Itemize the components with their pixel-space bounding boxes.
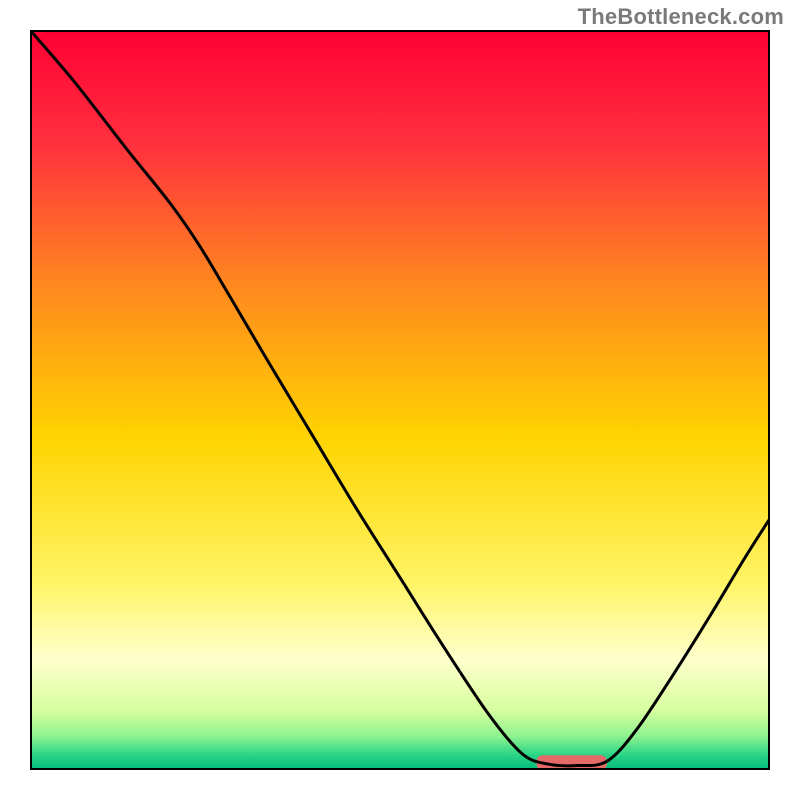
plot-svg — [30, 30, 770, 770]
chart-container: TheBottleneck.com — [0, 0, 800, 800]
plot-background-gradient — [30, 30, 770, 770]
watermark-text: TheBottleneck.com — [578, 4, 784, 30]
bottleneck-curve-plot — [30, 30, 770, 770]
